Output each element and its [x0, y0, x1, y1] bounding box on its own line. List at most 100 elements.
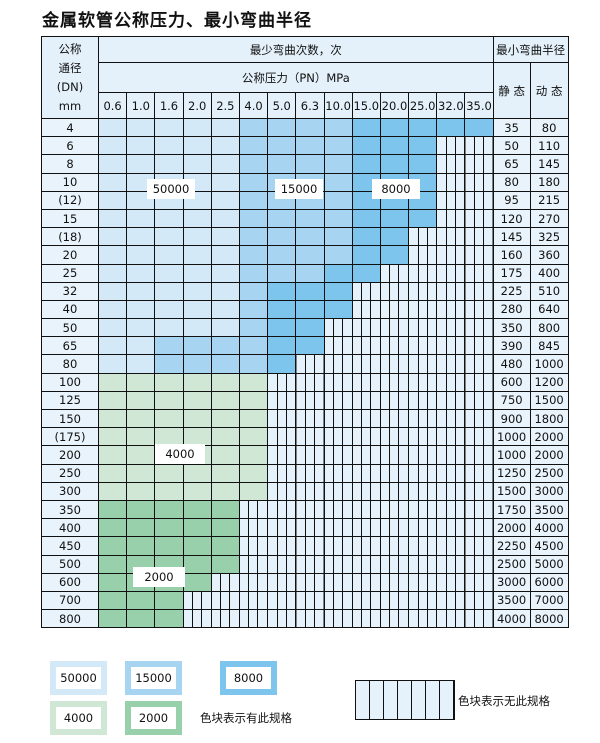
static-radius-cell: 80 [492, 172, 531, 192]
no-spec-cell [379, 427, 410, 447]
spec-cell-50000 [97, 136, 128, 156]
no-spec-cell [379, 354, 410, 374]
spec-cell-8000 [267, 318, 297, 338]
no-spec-cell [323, 318, 353, 338]
spec-cell-50000 [182, 245, 212, 265]
spec-cell-2000 [182, 518, 212, 538]
pn-header-0.6: 0.6 [97, 92, 128, 119]
cycles-header: 最少弯曲次数，次 [98, 36, 494, 63]
dynamic-radius-cell: 400 [529, 263, 569, 283]
no-spec-cell [464, 354, 494, 374]
no-spec-cell [238, 609, 269, 629]
spec-cell-2000 [126, 499, 156, 520]
no-spec-cell [436, 609, 466, 629]
no-spec-cell [323, 499, 353, 520]
spec-cell-50000 [210, 263, 240, 283]
no-spec-cell [267, 572, 297, 592]
no-spec-cell [267, 445, 297, 465]
spec-cell-15000 [295, 154, 325, 174]
dn-cell: 600 [41, 572, 99, 592]
no-spec-cell [464, 372, 494, 392]
spec-cell-15000 [238, 208, 269, 229]
spec-cell-50000 [182, 208, 212, 229]
dynamic-radius-cell: 180 [529, 172, 569, 192]
region-label-4000: 4000 [155, 444, 205, 464]
spec-cell-4000 [182, 463, 212, 483]
spec-cell-15000 [238, 336, 269, 356]
spec-cell-15000 [267, 227, 297, 247]
legend-4000: 4000 [50, 701, 107, 735]
spec-cell-8000 [295, 299, 325, 320]
dynamic-radius-cell: 640 [529, 299, 569, 320]
static-radius-cell: 2000 [492, 518, 531, 538]
dynamic-radius-cell: 360 [529, 245, 569, 265]
static-radius-cell: 1750 [492, 499, 531, 520]
spec-cell-50000 [126, 263, 156, 283]
no-spec-cell [238, 554, 269, 574]
spec-cell-2000 [154, 590, 184, 611]
region-label-15000: 15000 [275, 179, 323, 199]
no-spec-cell [379, 408, 410, 429]
static-radius-cell: 65 [492, 154, 531, 174]
dynamic-radius-cell: 215 [529, 190, 569, 210]
spec-cell-8000 [379, 154, 410, 174]
spec-cell-2000 [126, 536, 156, 556]
no-spec-cell [351, 481, 381, 501]
spec-cell-50000 [210, 172, 240, 192]
spec-cell-8000 [351, 154, 381, 174]
spec-cell-15000 [238, 245, 269, 265]
spec-cell-2000 [210, 518, 240, 538]
spec-cell-50000 [97, 154, 128, 174]
dn-cell: 10 [41, 172, 99, 192]
spec-cell-50000 [97, 117, 128, 138]
pn-header-15.0: 15.0 [351, 92, 381, 119]
no-spec-cell [464, 481, 494, 501]
no-spec-cell [408, 408, 438, 429]
no-spec-cell [238, 590, 269, 611]
no-spec-cell [464, 572, 494, 592]
no-spec-cell [436, 299, 466, 320]
spec-cell-15000 [323, 136, 353, 156]
spec-cell-50000 [154, 154, 184, 174]
spec-cell-15000 [295, 245, 325, 265]
table-row: 80 480 1000 [41, 354, 569, 374]
spec-cell-15000 [323, 117, 353, 138]
no-spec-cell [436, 154, 466, 174]
spec-cell-8000 [464, 117, 494, 138]
dynamic-radius-cell: 145 [529, 154, 569, 174]
no-spec-cell [379, 299, 410, 320]
no-spec-cell [436, 463, 466, 483]
no-spec-cell [408, 536, 438, 556]
no-spec-cell [379, 609, 410, 629]
no-spec-cell [379, 536, 410, 556]
spec-cell-50000 [182, 117, 212, 138]
static-radius-cell: 3500 [492, 590, 531, 611]
dynamic-radius-cell: 270 [529, 208, 569, 229]
spec-cell-8000 [267, 336, 297, 356]
spec-cell-4000 [238, 427, 269, 447]
spec-cell-50000 [97, 336, 128, 356]
spec-cell-15000 [267, 154, 297, 174]
spec-cell-15000 [267, 208, 297, 229]
dynamic-radius-cell: 1200 [529, 372, 569, 392]
spec-cell-50000 [126, 281, 156, 301]
table-row: 50 350 800 [41, 318, 569, 338]
no-spec-cell [267, 499, 297, 520]
spec-cell-2000 [154, 499, 184, 520]
no-spec-cell [323, 572, 353, 592]
spec-cell-4000 [154, 408, 184, 429]
spec-cell-2000 [97, 536, 128, 556]
no-spec-cell [379, 590, 410, 611]
dynamic-radius-cell: 8000 [529, 609, 569, 629]
pn-header-2.0: 2.0 [182, 92, 212, 119]
spec-cell-2000 [210, 554, 240, 574]
no-spec-cell [408, 590, 438, 611]
spec-cell-2000 [182, 536, 212, 556]
table-row: (175) 1000 2000 [41, 427, 569, 447]
no-spec-cell [295, 445, 325, 465]
no-spec-cell [351, 463, 381, 483]
pn-header-1.0: 1.0 [126, 92, 156, 119]
table-row: 600 3000 6000 [41, 572, 569, 592]
dn-cell: 800 [41, 609, 99, 629]
static-radius-cell: 1000 [492, 427, 531, 447]
